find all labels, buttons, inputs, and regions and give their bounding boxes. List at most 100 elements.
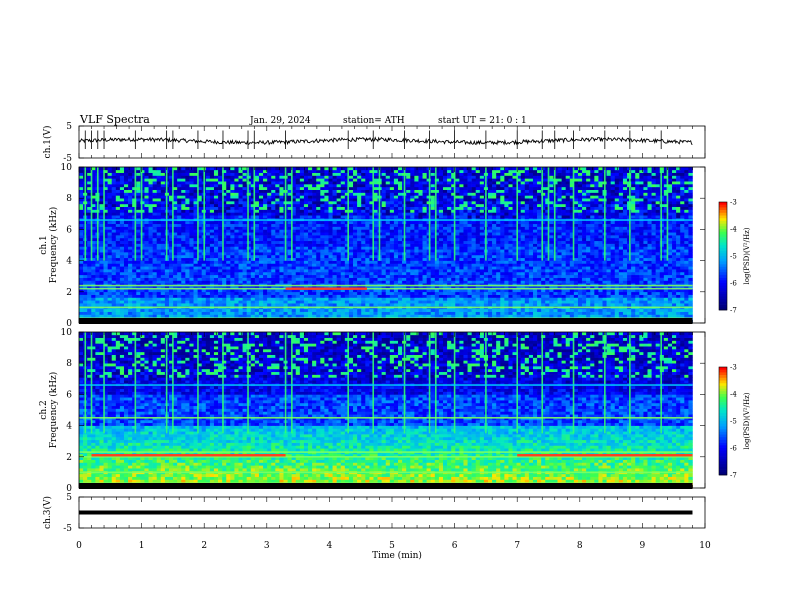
spectrogram-cell <box>243 309 247 312</box>
spectrogram-cell <box>455 280 459 283</box>
spectrogram-cell <box>533 278 537 281</box>
spectrogram-cell <box>394 303 398 306</box>
spectrogram-cell <box>169 303 173 306</box>
spectrogram-cell <box>247 303 251 306</box>
spectrogram-cell <box>234 297 238 300</box>
spectrogram-cell <box>586 292 590 295</box>
spectrogram-cell <box>463 312 467 315</box>
spectrogram-cell <box>128 280 132 283</box>
spectrogram-cell <box>83 312 87 315</box>
spectrogram-cell <box>623 280 627 283</box>
spectrogram-cell <box>537 303 541 306</box>
spectrogram-cell <box>337 280 341 283</box>
spectrogram-cell <box>349 278 353 281</box>
spectrogram-cell <box>386 297 390 300</box>
spectrogram-cell <box>586 297 590 300</box>
spectrogram-cell <box>492 278 496 281</box>
spectrogram-cell <box>496 278 500 281</box>
spectrogram-cell <box>386 275 390 278</box>
spectrogram-cell <box>345 292 349 295</box>
spectrogram-cell <box>226 295 230 298</box>
spectrogram-cell <box>664 297 668 300</box>
spectrogram-cell <box>447 300 451 303</box>
spectrogram-cell <box>586 300 590 303</box>
spectrogram-cell <box>468 309 472 312</box>
spectrogram-cell <box>202 280 206 283</box>
spectrogram-cell <box>598 309 602 312</box>
spectrogram-cell <box>480 297 484 300</box>
spectrogram-cell <box>378 314 382 317</box>
spectrogram-cell <box>476 297 480 300</box>
spectrogram-cell <box>410 300 414 303</box>
spectrogram-cell <box>83 295 87 298</box>
spectrogram-cell <box>214 292 218 295</box>
spectrogram-cell <box>144 295 148 298</box>
spectrogram-cell <box>104 303 108 306</box>
spectrogram-cell <box>582 278 586 281</box>
spectrogram-cell <box>492 314 496 317</box>
spectrogram-cell <box>574 303 578 306</box>
spectrogram-cell <box>603 300 607 303</box>
spectrogram-cell <box>153 309 157 312</box>
spectrogram-cell <box>435 280 439 283</box>
spectrogram-cell <box>128 275 132 278</box>
spectrogram-cell <box>660 303 664 306</box>
spectrogram-cell <box>316 275 320 278</box>
spectrogram-cell <box>255 303 259 306</box>
spectrogram-cell <box>198 312 202 315</box>
spectrogram-cell <box>99 314 103 317</box>
spectrogram-cell <box>185 295 189 298</box>
spectrogram-cell <box>615 295 619 298</box>
spectrogram-cell <box>140 314 144 317</box>
spectrogram-cell <box>185 300 189 303</box>
spectrogram-cell <box>607 292 611 295</box>
spectrogram-cell <box>476 309 480 312</box>
spectrogram-cell <box>639 300 643 303</box>
spectrogram-cell <box>423 297 427 300</box>
spectrogram-cell <box>95 280 99 283</box>
spectrogram-cell <box>333 312 337 315</box>
spectrogram-cell <box>202 292 206 295</box>
spectrogram-cell <box>410 314 414 317</box>
spectrogram-cell <box>574 278 578 281</box>
spectrogram-cell <box>189 275 193 278</box>
spectrogram-cell <box>120 297 124 300</box>
spectrogram-cell <box>341 275 345 278</box>
spectrogram-cell <box>361 278 365 281</box>
spectrogram-cell <box>243 278 247 281</box>
spectrogram-cell <box>562 309 566 312</box>
spectrogram-cell <box>292 300 296 303</box>
spectrogram-cell <box>181 312 185 315</box>
spectrogram-cell <box>112 309 116 312</box>
spectrogram-cell <box>513 314 517 317</box>
spectrogram-cell <box>549 300 553 303</box>
spectrogram-cell <box>603 280 607 283</box>
spectrogram-cell <box>83 292 87 295</box>
spectrogram-cell <box>365 292 369 295</box>
spectrogram-cell <box>513 278 517 281</box>
spectrogram-cell <box>607 303 611 306</box>
spectrogram-cell <box>173 295 177 298</box>
spectrogram-cell <box>574 292 578 295</box>
spectrogram-cell <box>304 280 308 283</box>
spectrogram-cell <box>443 303 447 306</box>
spectrogram-cell <box>369 280 373 283</box>
spectrogram-cell <box>230 303 234 306</box>
spectrogram-cell <box>296 292 300 295</box>
spectrogram-cell <box>386 295 390 298</box>
spectrogram-cell <box>406 309 410 312</box>
spectrogram-cell <box>320 314 324 317</box>
spectrogram-cell <box>312 314 316 317</box>
spectrogram-cell <box>549 278 553 281</box>
spectrogram-cell <box>104 275 108 278</box>
spectrogram-cell <box>472 309 476 312</box>
spectrogram-cell <box>300 292 304 295</box>
spectrogram-cell <box>382 278 386 281</box>
spectrogram-cell <box>91 314 95 317</box>
spectrogram-cell <box>468 292 472 295</box>
spectrogram-cell <box>688 309 692 312</box>
spectrogram-cell <box>95 312 99 315</box>
spectrogram-cell <box>427 314 431 317</box>
spectrogram-cell <box>603 303 607 306</box>
spectrogram-cell <box>508 295 512 298</box>
